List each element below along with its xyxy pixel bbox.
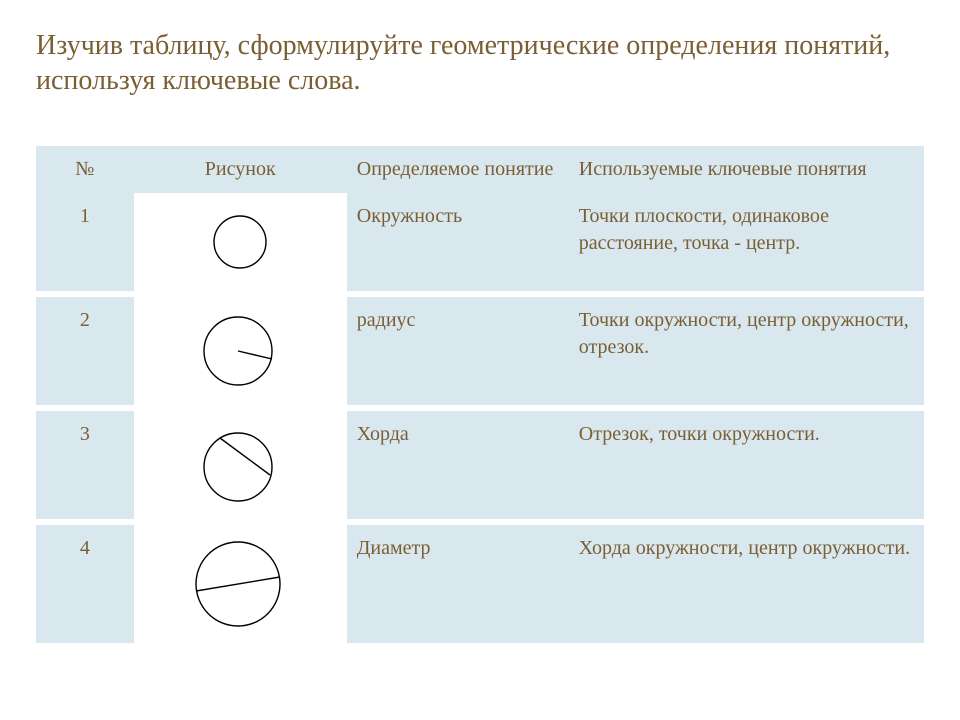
cell-keywords: Хорда окружности, центр окружности. [569, 525, 924, 643]
table-row: 2 радиусТочки окружности, центр окружност… [36, 297, 924, 405]
cell-num: 4 [36, 525, 134, 643]
col-header-num: № [36, 146, 134, 193]
table-row: 1 ОкружностьТочки плоскости, одинаковое р… [36, 193, 924, 291]
col-header-figure: Рисунок [134, 146, 347, 193]
cell-concept: Хорда [347, 411, 569, 519]
table-row: 4 ДиаметрХорда окружности, центр окружнос… [36, 525, 924, 643]
cell-keywords: Точки окружности, центр окружности, отре… [569, 297, 924, 405]
cell-num: 2 [36, 297, 134, 405]
slide-title: Изучив таблицу, сформулируйте геометриче… [36, 28, 924, 98]
geometry-table: № Рисунок Определяемое понятие Используе… [36, 146, 924, 643]
figure-circle [180, 197, 300, 287]
col-header-keywords: Используемые ключевые понятия [569, 146, 924, 193]
cell-figure [134, 411, 347, 519]
cell-keywords: Отрезок, точки окружности. [569, 411, 924, 519]
cell-concept: Диаметр [347, 525, 569, 643]
figure-circle-with-diameter [170, 529, 310, 639]
cell-figure [134, 193, 347, 291]
cell-concept: Окружность [347, 193, 569, 291]
table-row: 3 ХордаОтрезок, точки окружности. [36, 411, 924, 519]
cell-figure [134, 297, 347, 405]
col-header-concept: Определяемое понятие [347, 146, 569, 193]
cell-num: 1 [36, 193, 134, 291]
cell-figure [134, 525, 347, 643]
cell-num: 3 [36, 411, 134, 519]
figure-circle-with-chord [180, 415, 300, 515]
table-header-row: № Рисунок Определяемое понятие Используе… [36, 146, 924, 193]
figure-circle-with-radius [180, 301, 300, 401]
cell-concept: радиус [347, 297, 569, 405]
cell-keywords: Точки плоскости, одинаковое расстояние, … [569, 193, 924, 291]
